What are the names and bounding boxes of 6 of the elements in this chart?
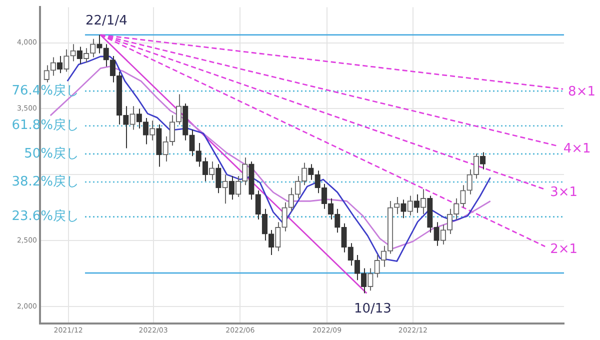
series-label: 8×1: [568, 84, 596, 100]
series-label: 4×1: [563, 142, 591, 157]
series-label: 2×1: [550, 242, 578, 257]
annotation: 22/1/4: [86, 13, 128, 28]
annotation: 10/13: [354, 302, 392, 317]
series-label: 3×1: [550, 184, 578, 200]
